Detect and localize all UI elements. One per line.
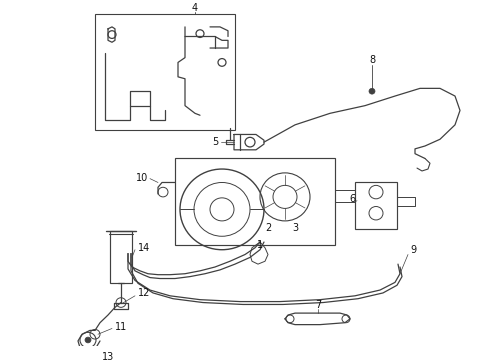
Text: 14: 14 <box>138 243 150 253</box>
Text: 7: 7 <box>315 301 321 310</box>
Bar <box>175 158 335 245</box>
Text: 12: 12 <box>138 288 150 298</box>
Text: 9: 9 <box>410 245 416 255</box>
Text: 11: 11 <box>115 321 127 332</box>
Bar <box>110 230 132 283</box>
Text: 1: 1 <box>257 240 263 250</box>
Bar <box>95 14 235 130</box>
Text: 8: 8 <box>369 55 375 64</box>
Text: 6: 6 <box>349 194 355 204</box>
Text: 2: 2 <box>265 222 271 233</box>
Text: 5: 5 <box>212 137 218 147</box>
Text: 10: 10 <box>136 173 148 183</box>
Circle shape <box>369 88 375 94</box>
Bar <box>355 183 397 229</box>
Text: 3: 3 <box>292 222 298 233</box>
Circle shape <box>85 337 91 343</box>
Text: 13: 13 <box>102 352 114 360</box>
Text: 4: 4 <box>192 3 198 13</box>
